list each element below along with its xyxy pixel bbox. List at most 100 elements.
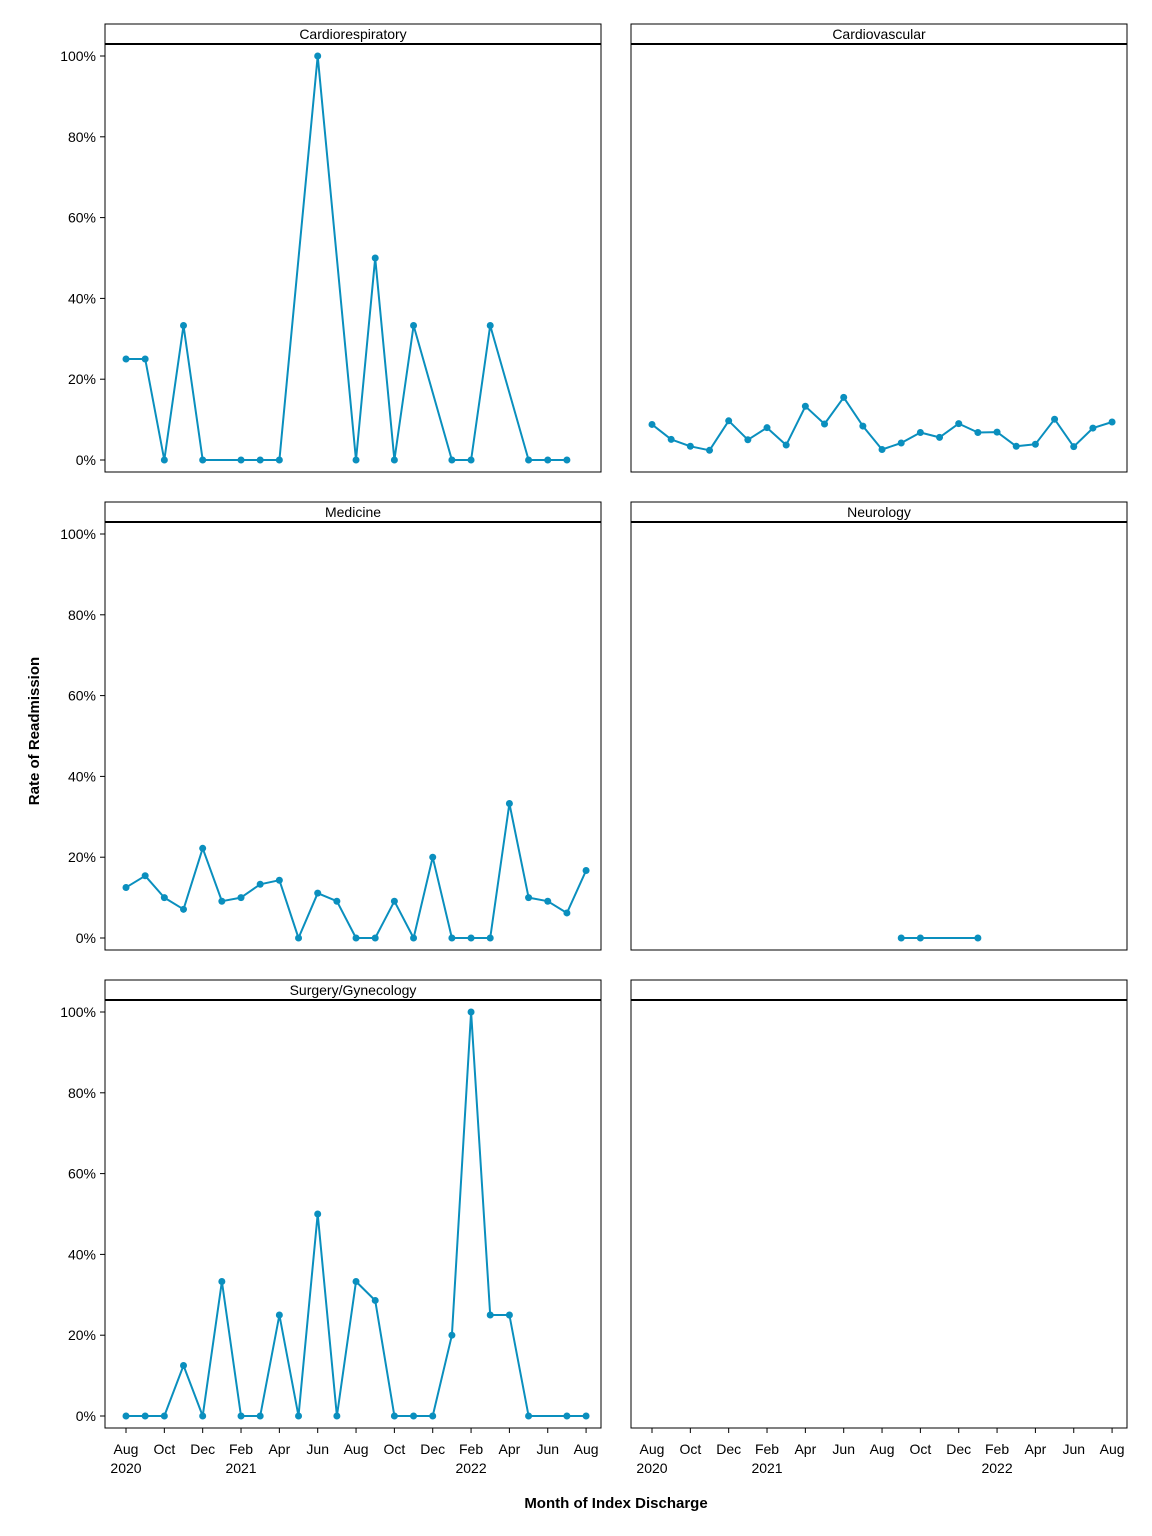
- data-point: [821, 420, 829, 428]
- data-point: [199, 1412, 207, 1420]
- panel-frame: [104, 979, 602, 1429]
- data-point: [122, 884, 130, 891]
- data-point: [467, 1008, 475, 1016]
- facet-panel: Aug Oct Dec Feb Apr Jun Aug Oct Dec Feb Apr Jun Aug 2…: [630, 979, 1128, 1476]
- data-point: [448, 456, 456, 464]
- data-point: [237, 894, 245, 902]
- data-point: [160, 894, 168, 902]
- panel-frame: [104, 501, 602, 951]
- data-point: [275, 456, 283, 464]
- facet-panel: Surgery/Gynecology 0% 20% 40% 60% 80% 100% Aug O…: [60, 979, 602, 1476]
- data-point: [974, 429, 982, 437]
- data-point: [563, 456, 571, 464]
- panel-title: Surgery/Gynecology: [290, 982, 417, 998]
- data-point: [993, 428, 1001, 436]
- panel-title: Neurology: [847, 504, 911, 520]
- x-tick-label: Oct: [153, 1441, 175, 1457]
- x-tick-label: Oct: [383, 1441, 405, 1457]
- y-tick-label: 60%: [68, 688, 96, 704]
- data-point: [840, 393, 848, 401]
- data-point: [1108, 418, 1116, 426]
- x-tick-label: Apr: [794, 1441, 816, 1457]
- data-point: [448, 1331, 456, 1339]
- facet-panel: Cardiovascular: [630, 23, 1128, 473]
- data-point: [410, 1412, 418, 1420]
- x-tick-label: Aug: [574, 1441, 599, 1457]
- data-point: [390, 897, 398, 905]
- panel-frame: [104, 23, 602, 473]
- data-point: [744, 436, 752, 444]
- x-tick-label: Apr: [499, 1441, 521, 1457]
- data-point: [314, 52, 322, 60]
- data-point: [314, 889, 322, 897]
- data-point: [544, 456, 552, 464]
- data-point: [467, 934, 475, 942]
- x-year-label: 2021: [225, 1460, 256, 1476]
- y-tick-label: 40%: [68, 290, 96, 306]
- data-point: [974, 934, 982, 942]
- series-line: [126, 55, 567, 461]
- y-tick-label: 60%: [68, 210, 96, 226]
- data-point: [525, 894, 533, 902]
- data-point: [160, 1412, 168, 1420]
- data-point: [1012, 442, 1020, 450]
- x-tick-label: Aug: [114, 1441, 139, 1457]
- x-tick-label: Aug: [870, 1441, 895, 1457]
- x-tick-label: Dec: [420, 1441, 445, 1457]
- panel-frame: [630, 979, 1128, 1429]
- data-point: [180, 321, 188, 329]
- facet-panel: Cardiorespiratory 0% 20% 40% 60% 80% 100%: [60, 23, 602, 473]
- data-point: [141, 355, 149, 363]
- data-point: [237, 456, 245, 464]
- x-tick-label: Feb: [755, 1441, 779, 1457]
- y-tick-label: 80%: [68, 1085, 96, 1101]
- x-tick-label: Aug: [1100, 1441, 1125, 1457]
- y-tick-label: 0%: [76, 930, 96, 946]
- data-point: [1070, 443, 1078, 451]
- data-point: [141, 872, 149, 880]
- data-point: [122, 355, 130, 363]
- data-point: [410, 321, 418, 329]
- x-year-label: 2020: [110, 1460, 141, 1476]
- data-point: [936, 433, 944, 441]
- data-point: [237, 1412, 245, 1420]
- x-tick-label: Feb: [459, 1441, 483, 1457]
- data-point: [1051, 415, 1059, 423]
- data-point: [295, 934, 303, 942]
- data-point: [897, 934, 905, 942]
- facet-panel: Neurology: [630, 501, 1128, 951]
- x-year-label: 2020: [636, 1460, 667, 1476]
- data-point: [371, 1296, 379, 1304]
- data-point: [180, 905, 188, 913]
- data-point: [448, 934, 456, 942]
- data-point: [410, 934, 418, 942]
- data-point: [916, 934, 924, 942]
- data-point: [648, 420, 656, 428]
- y-tick-label: 0%: [76, 1408, 96, 1424]
- data-point: [686, 442, 694, 450]
- data-point: [544, 897, 552, 905]
- x-axis-title: Month of Index Discharge: [524, 1495, 707, 1512]
- data-point: [199, 456, 207, 464]
- data-point: [352, 1277, 360, 1285]
- x-tick-label: Jun: [536, 1441, 559, 1457]
- x-year-label: 2021: [751, 1460, 782, 1476]
- series-line: [651, 396, 1113, 452]
- data-point: [141, 1412, 149, 1420]
- data-point: [256, 456, 264, 464]
- data-point: [390, 456, 398, 464]
- data-point: [878, 445, 886, 453]
- data-point: [371, 254, 379, 262]
- data-point: [314, 1210, 322, 1218]
- data-point: [486, 934, 494, 942]
- y-tick-label: 100%: [60, 48, 96, 64]
- x-tick-label: Oct: [679, 1441, 701, 1457]
- panel-title: Medicine: [325, 504, 381, 520]
- data-point: [390, 1412, 398, 1420]
- data-point: [667, 435, 675, 443]
- y-tick-label: 20%: [68, 1327, 96, 1343]
- y-axis-title: Rate of Readmission: [26, 657, 43, 805]
- series-line: [125, 802, 588, 939]
- panel-title: Cardiovascular: [832, 26, 926, 42]
